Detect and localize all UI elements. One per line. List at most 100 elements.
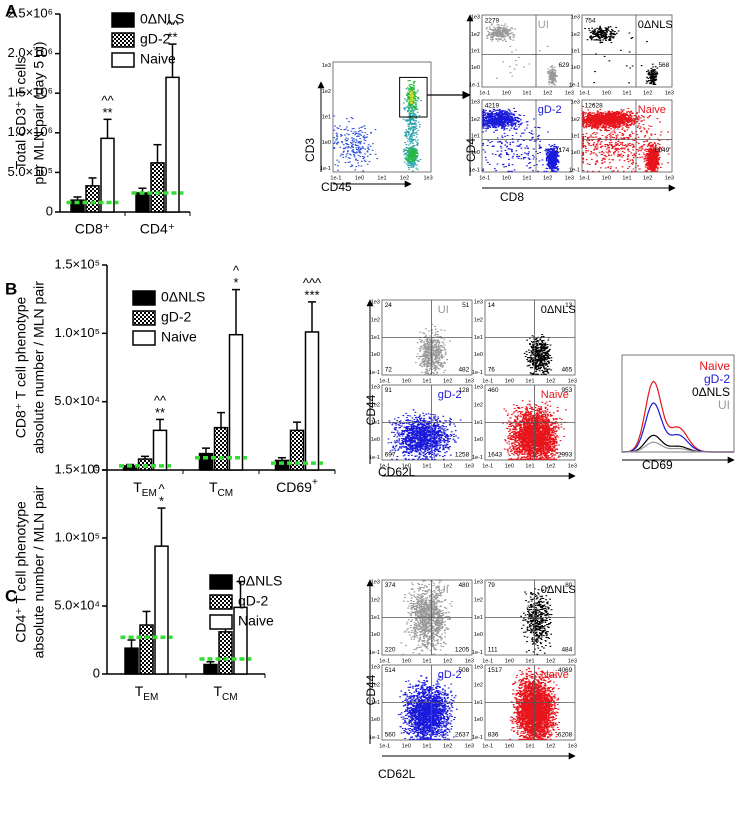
y-axis-label: CD8⁺ T cell phenotype [13,297,29,439]
category-text: T [135,683,144,699]
quadrant-count: 2174 [555,147,570,154]
bar [154,545,169,675]
flow-tick-label: 1e3 [474,580,483,586]
flow-tick-label: 1e3 [471,15,480,21]
flow-tick-label: 1e-1 [369,735,380,741]
flow-tick-label: 1e1 [622,175,631,181]
flow-tick-label: 1e1 [377,175,386,181]
y-tick-label: 5.0×10⁴ [54,597,100,612]
flow-tick-label: 1e-1 [482,463,493,469]
flow-tick-label: 1e-1 [472,455,483,461]
flow-tick-label: 1e0 [505,743,514,749]
y-tick-label: 2.0×10⁶ [8,45,53,60]
flow-tick-label: 1e1 [474,335,483,341]
y-tick-label: 1.0×10⁶ [8,124,53,139]
flow-tick-label: 1e2 [322,89,331,95]
histogram-legend: Naive [699,359,730,373]
flow-tick-label: 1e1 [471,133,480,139]
flow-tick-label: 1e3 [465,463,474,469]
y-tick-label: 1.5×10⁵ [54,461,100,476]
quadrant-count: 72 [385,366,393,373]
bar [100,137,115,213]
flow-tick-label: 1e3 [371,580,380,586]
legend-swatch [111,12,135,28]
flow-tick-label: 1e2 [371,403,380,409]
quadrant-count: 1517 [488,667,503,674]
flow-tick-label: 1e3 [322,63,331,69]
flow-tick-label: 1e2 [643,90,652,96]
flow-tick-label: 1e3 [471,100,480,106]
flow-tick-label: 1e2 [371,318,380,324]
quadrant-count: 697 [385,451,396,458]
flow-tick-label: 1e3 [465,658,474,664]
flow-tick-label: 1e3 [465,378,474,384]
dot-cloud [520,586,553,655]
flow-tick-label: 1e1 [525,743,534,749]
quadrant-count: 1643 [488,451,503,458]
flow-axis-label: CD62L [378,465,416,479]
flow-tick-label: 1e2 [400,175,409,181]
bar [198,452,214,471]
flow-tick-label: 1e3 [665,175,674,181]
flow-tick-label: 1e3 [565,175,574,181]
flow-tick-label: 1e3 [568,658,577,664]
bar [203,663,218,675]
legend-swatch [111,32,135,48]
flow-tick-label: 1e0 [571,150,580,156]
flow-tick-label: 1e-1 [472,735,483,741]
quadrant-count: 111 [488,646,498,653]
flow-tick-label: 1e2 [474,318,483,324]
quadrant-count: 484 [561,646,572,653]
bar [218,631,233,675]
flow-tick-label: 1e1 [474,700,483,706]
significance-label: ^ [158,482,165,497]
quadrant-count: 76 [488,366,496,373]
legend-label: Naive [238,613,274,629]
significance-label: * [159,494,164,509]
flow-axis-label: CD62L [378,767,416,781]
flow-tick-label: 1e-1 [469,82,480,88]
histogram-curve [622,441,734,453]
flow-tick-label: 1e1 [525,378,534,384]
flow-axis-label: CD3 [303,138,317,162]
quadrant-count: 1258 [455,451,470,458]
quadrant-count: 953 [561,387,572,394]
flow-tick-label: 1e1 [525,463,534,469]
plot-name: 0ΔNLS [638,19,673,31]
flow-tick-label: 1e0 [371,352,380,358]
flow-tick-label: 1e0 [505,658,514,664]
quadrant-count: 91 [385,387,393,394]
flow-tick-label: 1e3 [371,300,380,306]
flow-tick-label: 1e0 [502,90,511,96]
histogram-legend: gD-2 [704,372,730,386]
legend-swatch [111,52,135,68]
flow-tick-label: 1e3 [465,743,474,749]
flow-tick-label: 1e0 [502,175,511,181]
dot-cloud [400,580,453,655]
plot-name: gD-2 [438,389,462,401]
flow-tick-label: 1e-1 [479,175,490,181]
x-tick-label: CD4⁺ [140,221,175,237]
flow-axis-label: CD8 [500,190,524,204]
quadrant-count: 836 [488,731,499,738]
y-axis-label: absolute number / MLN pair [31,281,47,454]
legend-swatch [209,614,233,630]
bar [304,331,320,471]
x-tick-label: CD69+ [276,477,318,495]
quadrant-count: 80 [565,582,573,589]
category-subscript: EM [142,488,157,499]
category-text: T [209,479,218,495]
flow-tick-label: 1e2 [371,683,380,689]
flow-tick-label: 1e3 [474,300,483,306]
legend-label: Naive [161,329,197,345]
flow-tick-label: 1e-1 [320,166,331,172]
flow-tick-label: 1e0 [471,65,480,71]
flow-tick-label: 1e0 [571,65,580,71]
quadrant-count: 560 [385,731,396,738]
quadrant-count: 629 [558,62,569,69]
flow-tick-label: 1e3 [568,378,577,384]
flow-tick-label: 1e-1 [569,167,580,173]
quadrant-count: 374 [385,582,396,589]
legend-swatch [132,330,156,346]
flow-tick-label: 1e2 [543,90,552,96]
